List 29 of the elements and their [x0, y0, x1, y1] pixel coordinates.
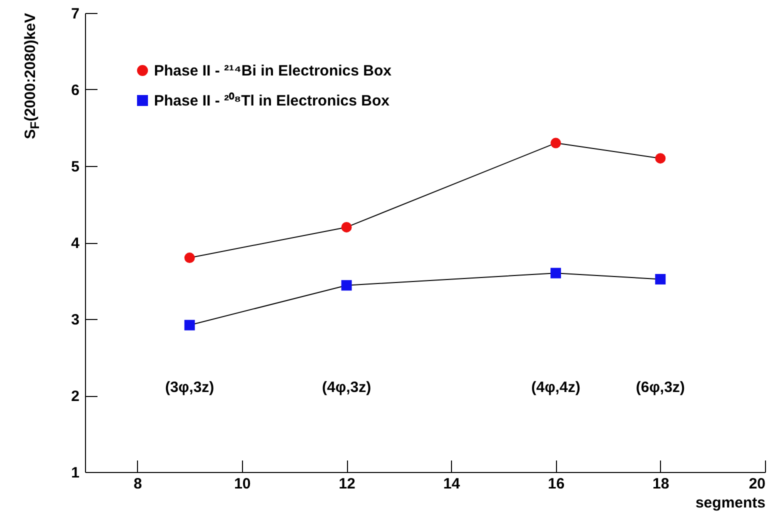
x-tick-label: 16 [548, 476, 565, 492]
point [655, 274, 666, 284]
annotation: (6φ,3z) [636, 379, 685, 396]
point [655, 153, 666, 164]
annotation: (4φ,4z) [531, 379, 580, 396]
y-tick-label: 3 [71, 312, 80, 328]
point [341, 222, 352, 232]
x-tick-label: 12 [338, 476, 356, 492]
x-tick-label: 20 [748, 476, 766, 492]
legend-label: Phase II - ²¹⁴Bi in Electronics Box [154, 62, 392, 80]
y-tick-label: 5 [71, 158, 80, 176]
y-tick-label: 6 [71, 82, 80, 99]
y-tick-label: 4 [71, 235, 80, 252]
annotation: (4φ,3z) [322, 379, 372, 396]
x-tick-label: 14 [443, 476, 461, 492]
point [550, 138, 562, 148]
x-tick-label: 8 [134, 476, 142, 492]
point [341, 280, 352, 291]
x-axis-title: segments [695, 494, 766, 512]
point [550, 268, 562, 278]
x-tick-label: 10 [234, 476, 251, 492]
y-tick-label: 1 [71, 464, 80, 482]
x-tick-label: 18 [652, 476, 670, 492]
legend-label: Phase II - ²⁰⁸Tl in Electronics Box [154, 92, 390, 110]
y-tick-label: 7 [71, 6, 80, 22]
y-tick-label: 2 [71, 388, 80, 405]
point [184, 320, 195, 330]
point [184, 252, 195, 264]
annotation: (3φ,3z) [165, 379, 214, 396]
